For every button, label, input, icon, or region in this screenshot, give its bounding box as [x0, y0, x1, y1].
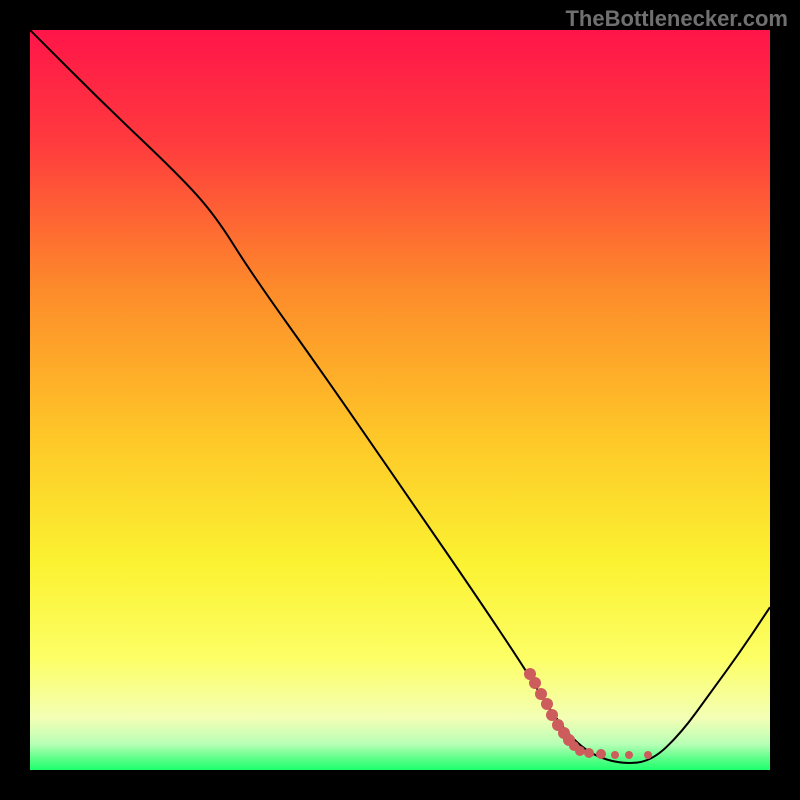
- marker-point: [625, 751, 633, 759]
- plot-area: [30, 30, 770, 770]
- marker-point: [596, 749, 606, 759]
- markers-layer: [30, 30, 770, 770]
- marker-point: [644, 751, 652, 759]
- watermark-text: TheBottlenecker.com: [565, 6, 788, 32]
- marker-point: [611, 751, 619, 759]
- marker-point: [575, 746, 585, 756]
- marker-point: [584, 748, 594, 758]
